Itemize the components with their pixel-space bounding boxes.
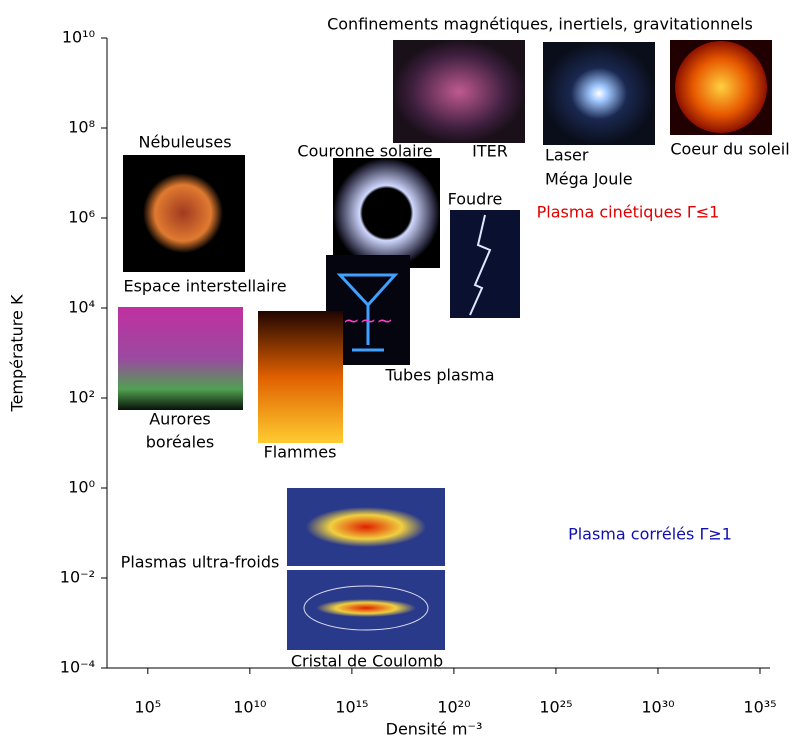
annotation: Laser: [545, 146, 589, 165]
y-tick-label: 10²: [68, 388, 95, 407]
annotation: Plasma corrélés Γ≥1: [568, 525, 732, 544]
svg-text:~~~: ~~~: [343, 309, 393, 333]
y-tick-label: 10⁻⁴: [60, 658, 95, 677]
pictures: ~~~: [118, 40, 772, 650]
annotation: Cristal de Coulomb: [291, 652, 443, 671]
x-tick-label: 10¹⁵: [335, 698, 368, 717]
annotation: Foudre: [448, 190, 503, 209]
annotation: Confinements magnétiques, inertiels, gra…: [327, 15, 753, 34]
annotation: Méga Joule: [545, 170, 633, 189]
x-tick-label: 10³⁰: [641, 698, 674, 717]
annotation: Espace interstellaire: [123, 277, 286, 296]
x-tick-label: 10¹⁰: [233, 698, 266, 717]
annotation: Flammes: [264, 443, 337, 462]
y-tick-label: 10⁴: [68, 298, 95, 317]
y-tick-label: 10¹⁰: [62, 28, 95, 47]
x-tick-label: 10²⁰: [437, 698, 470, 717]
y-tick-label: 10⁸: [68, 118, 95, 137]
annotation: Plasma cinétiques Γ≤1: [537, 203, 720, 222]
annotation: Plasmas ultra-froids: [121, 553, 280, 572]
x-tick-label: 10⁵: [134, 698, 161, 717]
annotation: boréales: [146, 433, 214, 452]
y-axis-label: Température K: [8, 294, 27, 412]
annotation: Tubes plasma: [384, 366, 494, 385]
annotation: ITER: [472, 142, 508, 161]
annotation: Nébuleuses: [138, 133, 231, 152]
x-tick-label: 10²⁵: [539, 698, 572, 717]
y-tick-label: 10⁶: [68, 208, 95, 227]
x-tick-label: 10³⁵: [743, 698, 776, 717]
axes: [106, 38, 770, 669]
y-tick-label: 10⁰: [68, 478, 95, 497]
y-tick-label: 10⁻²: [60, 568, 95, 587]
x-axis-label: Densité m⁻³: [386, 720, 483, 739]
annotation: Coeur du soleil: [670, 140, 789, 159]
annotation: Aurores: [149, 410, 211, 429]
annotation: Couronne solaire: [297, 142, 432, 161]
